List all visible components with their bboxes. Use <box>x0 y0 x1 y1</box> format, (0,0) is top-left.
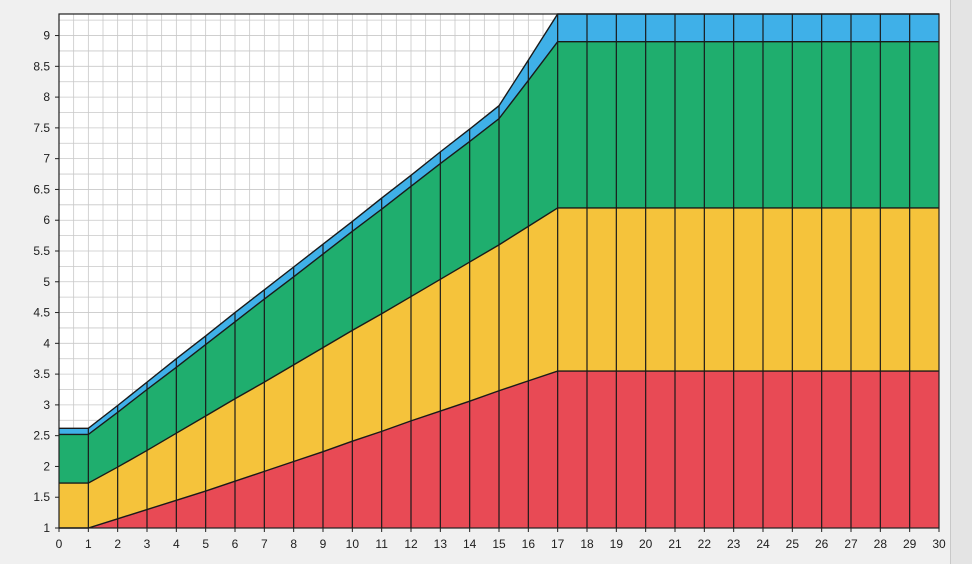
y-tick-label: 5.5 <box>33 244 50 258</box>
y-axis: 1 1.5 2 2.5 3 3.5 4 4.5 5 5.5 6 6.5 7 7.5 8 8.5 9 <box>33 29 59 535</box>
x-tick-label: 28 <box>874 537 888 551</box>
x-tick-label: 25 <box>786 537 800 551</box>
y-tick-label: 7.5 <box>33 121 50 135</box>
x-tick-label: 29 <box>903 537 917 551</box>
y-tick-label: 3.5 <box>33 367 50 381</box>
y-tick-label: 1.5 <box>33 490 50 504</box>
x-tick-label: 27 <box>844 537 858 551</box>
x-tick-label: 21 <box>668 537 682 551</box>
y-tick-label: 1 <box>43 521 50 535</box>
x-tick-label: 16 <box>522 537 536 551</box>
x-tick-label: 0 <box>56 537 63 551</box>
x-tick-label: 10 <box>346 537 360 551</box>
x-tick-label: 14 <box>463 537 477 551</box>
x-tick-label: 2 <box>114 537 121 551</box>
x-tick-label: 6 <box>232 537 239 551</box>
x-tick-label: 5 <box>202 537 209 551</box>
x-tick-label: 13 <box>434 537 448 551</box>
x-tick-label: 1 <box>85 537 92 551</box>
y-tick-label: 8 <box>43 90 50 104</box>
y-tick-label: 2 <box>43 459 50 473</box>
x-tick-label: 17 <box>551 537 565 551</box>
y-tick-label: 4 <box>43 336 50 350</box>
x-tick-label: 30 <box>932 537 946 551</box>
y-tick-label: 4.5 <box>33 306 50 320</box>
x-tick-label: 20 <box>639 537 653 551</box>
y-tick-label: 3 <box>43 398 50 412</box>
y-tick-label: 8.5 <box>33 59 50 73</box>
x-tick-label: 24 <box>756 537 770 551</box>
x-tick-label: 12 <box>404 537 418 551</box>
x-tick-label: 3 <box>144 537 151 551</box>
y-tick-label: 6.5 <box>33 182 50 196</box>
x-tick-label: 9 <box>320 537 327 551</box>
x-tick-label: 7 <box>261 537 268 551</box>
x-tick-label: 18 <box>580 537 594 551</box>
x-tick-label: 23 <box>727 537 741 551</box>
x-tick-label: 11 <box>375 537 388 551</box>
y-tick-label: 7 <box>43 152 50 166</box>
x-tick-label: 15 <box>492 537 506 551</box>
column-dividers <box>87 14 911 528</box>
x-tick-label: 26 <box>815 537 829 551</box>
y-tick-label: 6 <box>43 213 50 227</box>
window-edge <box>950 0 972 564</box>
y-tick-label: 5 <box>43 275 50 289</box>
y-tick-label: 9 <box>43 29 50 43</box>
x-tick-label: 4 <box>173 537 180 551</box>
x-tick-label: 8 <box>290 537 297 551</box>
x-axis: 0 1 2 3 4 5 6 7 8 9 10 11 12 13 14 15 16 17 18 19 20 21 22 23 24… <box>56 528 946 551</box>
x-tick-label: 22 <box>698 537 712 551</box>
x-tick-label: 19 <box>610 537 624 551</box>
y-tick-label: 2.5 <box>33 429 50 443</box>
